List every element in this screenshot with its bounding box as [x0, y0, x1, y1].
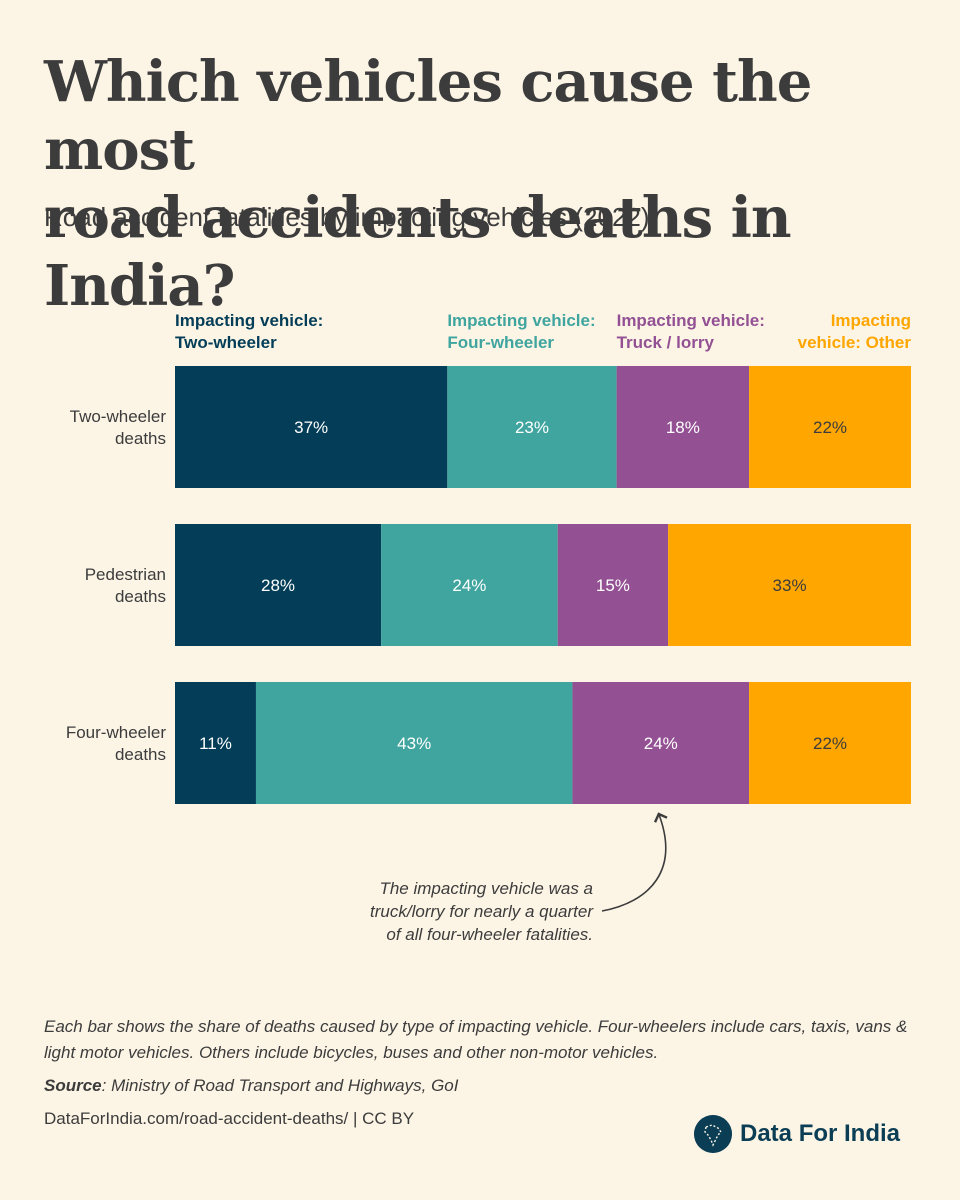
- annotation-text: truck/lorry for nearly a quarter: [370, 902, 594, 921]
- chart-title: Which vehicles cause the most road accid…: [44, 48, 934, 320]
- category-label-line: deaths: [115, 429, 166, 448]
- source-label: Source: [44, 1076, 102, 1095]
- bar-segment: [175, 524, 382, 646]
- bar-value-label: 43%: [397, 734, 431, 753]
- bar-value-label: 24%: [644, 734, 678, 753]
- bar-segment: [175, 682, 256, 804]
- category-label-line: deaths: [115, 745, 166, 764]
- legend-item-1: Impacting vehicle: Two-wheeler: [175, 311, 323, 352]
- bar-value-label: 15%: [596, 576, 630, 595]
- bar-value-label: 28%: [261, 576, 295, 595]
- category-label-line: Pedestrian: [85, 565, 166, 584]
- bar-segment: [616, 366, 750, 488]
- bar-value-label: 22%: [813, 734, 847, 753]
- chart-subtitle: Road accident fatalities by impacting ve…: [44, 202, 650, 232]
- bar-segment: [557, 524, 669, 646]
- data-for-india-logo[interactable]: Data For India: [694, 1115, 900, 1153]
- legend-item-4: Impacting vehicle: Other: [798, 311, 912, 352]
- category-label-3: Four-wheeler deaths: [66, 723, 166, 764]
- legend-label: Impacting vehicle:: [175, 311, 323, 330]
- legend-label: Impacting vehicle:: [447, 311, 595, 330]
- title-line-2: road accidents deaths in India?: [44, 185, 792, 319]
- bar-value-label: 22%: [813, 418, 847, 437]
- logo-text: Data For India: [740, 1120, 901, 1147]
- india-map-icon: [694, 1115, 732, 1153]
- category-label-line: Two-wheeler: [70, 407, 167, 426]
- legend-label: vehicle: Other: [798, 333, 912, 352]
- category-label-line: Four-wheeler: [66, 723, 166, 742]
- footnote: Each bar shows the share of deaths cause…: [44, 1017, 908, 1062]
- legend-item-3: Impacting vehicle: Truck / lorry: [617, 311, 765, 352]
- bar-segment: [447, 366, 617, 488]
- category-label-2: Pedestrian deaths: [85, 565, 166, 606]
- bar-segment: [381, 524, 558, 646]
- bar-value-label: 24%: [452, 576, 486, 595]
- legend-label: Four-wheeler: [447, 333, 554, 352]
- bar-value-label: 33%: [773, 576, 807, 595]
- bar-value-label: 11%: [199, 734, 232, 753]
- bar-value-label: 23%: [515, 418, 549, 437]
- credit-link[interactable]: DataForIndia.com/road-accident-deaths/ |…: [44, 1109, 415, 1128]
- bar-segment: [572, 682, 750, 804]
- legend-label: Two-wheeler: [175, 333, 277, 352]
- legend-item-2: Impacting vehicle: Four-wheeler: [447, 311, 595, 352]
- bar-segment: [668, 524, 911, 646]
- legend-label: Truck / lorry: [617, 333, 715, 352]
- bar-segment: [749, 366, 911, 488]
- source-line: Source: Ministry of Road Transport and H…: [44, 1076, 458, 1096]
- bar-value-label: 37%: [294, 418, 328, 437]
- bar-segment: [749, 682, 911, 804]
- annotation-text: The impacting vehicle was a: [379, 879, 593, 898]
- annotation-text: of all four-wheeler fatalities.: [386, 925, 593, 944]
- legend-label: Impacting: [831, 311, 911, 330]
- title-line-1: Which vehicles cause the most: [44, 49, 812, 183]
- annotation-arrow: [601, 812, 668, 912]
- category-label-line: deaths: [115, 587, 166, 606]
- category-label-1: Two-wheeler deaths: [70, 407, 167, 448]
- bar-segment: [175, 366, 448, 488]
- source-text: : Ministry of Road Transport and Highway…: [101, 1076, 459, 1095]
- bar-segment: [255, 682, 573, 804]
- bar-value-label: 18%: [666, 418, 700, 437]
- legend-label: Impacting vehicle:: [617, 311, 765, 330]
